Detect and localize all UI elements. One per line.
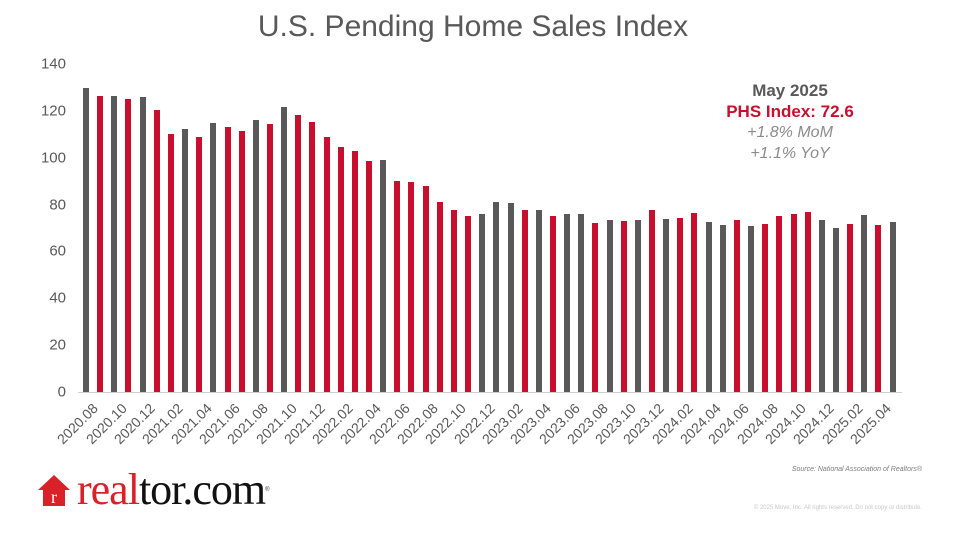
bar-2025.05 [889, 221, 896, 392]
bar-2025.01 [832, 228, 839, 392]
y-tick-label: 120 [40, 102, 66, 120]
bar-2023.05 [549, 216, 556, 392]
bar-2022.06 [394, 181, 401, 392]
bar-2023.11 [634, 220, 641, 392]
bar-2023.08 [592, 223, 599, 392]
bar-2024.07 [748, 226, 755, 392]
bar-2022.07 [408, 182, 415, 392]
bar-2023.04 [535, 209, 542, 392]
house-icon: r [37, 473, 71, 507]
y-tick-label: 60 [49, 242, 66, 260]
bar-2023.12 [649, 209, 655, 392]
bar-2022.03 [351, 150, 358, 392]
registered-mark: ® [265, 487, 270, 493]
bar-2021.06 [224, 127, 231, 392]
bar-2022.12 [479, 213, 486, 392]
bar-2021.01 [153, 109, 160, 392]
plot-area [78, 64, 902, 392]
bar-2024.11 [804, 212, 811, 392]
bar-2025.02 [847, 224, 854, 392]
bar-2023.07 [578, 213, 585, 392]
bar-2022.04 [366, 161, 372, 392]
source-note: Source: National Association of Realtors… [791, 466, 922, 473]
bar-2023.03 [521, 209, 528, 392]
bar-2022.01 [323, 137, 330, 392]
callout-period: May 2025 [752, 81, 828, 100]
bar-2022.05 [380, 160, 387, 392]
bar-2022.09 [436, 202, 443, 392]
bar-2020.08 [83, 88, 89, 392]
bar-2025.03 [861, 215, 868, 392]
bar-2024.05 [719, 224, 726, 392]
chart-title: U.S. Pending Home Sales Index [257, 10, 689, 43]
y-tick-label: 40 [49, 289, 66, 307]
bar-2021.09 [266, 123, 273, 392]
bar-2024.01 [663, 219, 670, 392]
bar-2020.11 [125, 98, 132, 392]
bar-2021.12 [309, 121, 316, 392]
bar-2021.07 [238, 131, 245, 392]
bar-2021.04 [196, 137, 203, 392]
bar-2021.02 [167, 134, 174, 392]
bar-2021.05 [210, 123, 217, 392]
y-tick-label: 0 [57, 383, 66, 401]
bar-2024.06 [733, 220, 740, 392]
bar-2024.09 [776, 216, 783, 392]
bar-2020.09 [97, 95, 104, 392]
bar-2020.12 [139, 96, 146, 392]
bar-2020.10 [111, 96, 118, 392]
y-tick-label: 140 [40, 55, 66, 73]
bar-2022.08 [422, 186, 429, 392]
callout-index: PHS Index: 72.6 [726, 102, 854, 121]
bar-2023.10 [620, 220, 627, 392]
bar-2023.06 [564, 213, 571, 392]
copyright-note: © 2025 Move, Inc. All rights reserved. D… [753, 505, 922, 511]
bar-2021.10 [281, 106, 288, 392]
callout-yoy: +1.1% YoY [750, 145, 830, 162]
bar-2024.02 [677, 217, 684, 392]
logo-text-real: real [77, 465, 140, 514]
bar-2021.08 [252, 120, 259, 392]
y-tick-label: 20 [49, 336, 66, 354]
y-tick-label: 100 [40, 149, 66, 167]
bar-2024.04 [705, 221, 712, 392]
bar-2023.02 [507, 202, 514, 392]
svg-text:r: r [51, 487, 57, 507]
y-tick-label: 80 [49, 196, 66, 214]
x-axis-line [78, 392, 902, 393]
bar-2022.02 [337, 146, 344, 392]
bar-2024.03 [691, 213, 698, 392]
callout-mom: +1.8% MoM [747, 124, 833, 141]
bar-2021.11 [295, 114, 302, 392]
bar-2024.10 [790, 213, 797, 392]
bar-2022.10 [450, 209, 457, 392]
latest-value-callout: May 2025 PHS Index: 72.6 +1.8% MoM +1.1%… [700, 80, 880, 164]
logo-text-tor-com: tor.com [138, 465, 266, 514]
bar-2024.08 [762, 224, 769, 392]
bar-2023.01 [493, 202, 500, 392]
bar-2022.11 [465, 216, 472, 392]
bar-2023.09 [606, 220, 613, 392]
bar-2024.12 [818, 220, 825, 392]
bar-2021.03 [182, 128, 189, 392]
bar-2025.04 [875, 224, 882, 392]
realtor-logo: r real tor.com ® [37, 465, 270, 514]
